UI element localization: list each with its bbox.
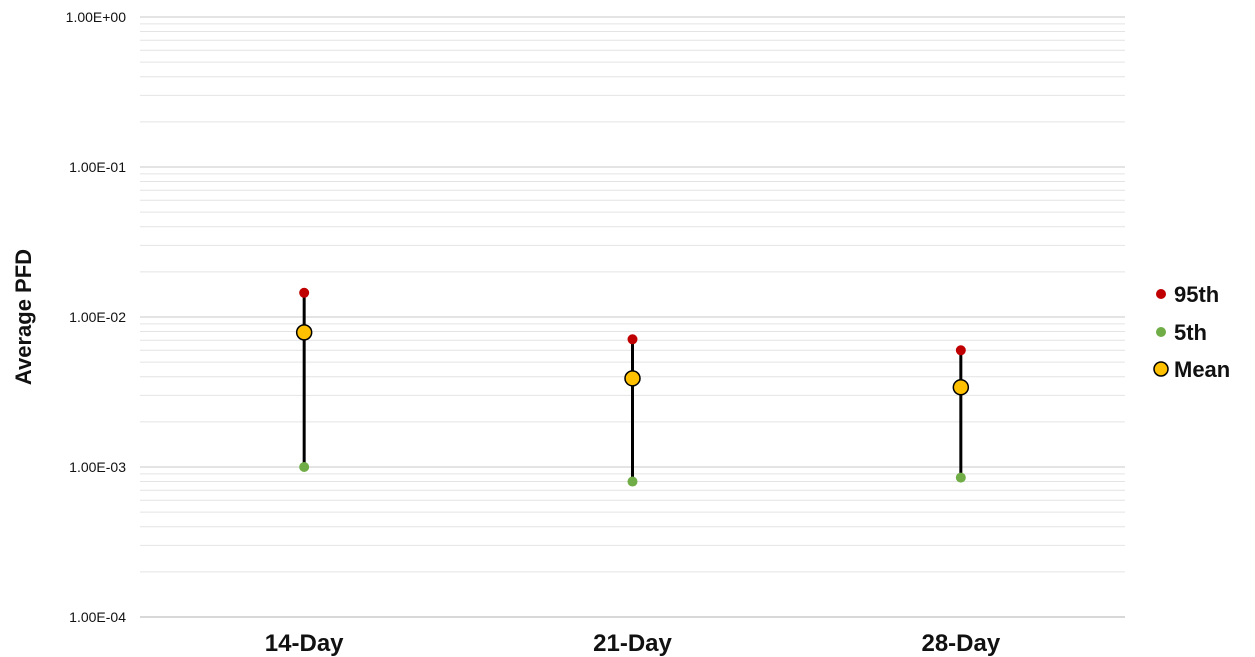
marker-95th [299, 287, 310, 298]
y-tick-label: 1.00E+00 [66, 9, 127, 25]
x-category-label: 21-Day [593, 630, 672, 657]
x-category-label: 14-Day [265, 630, 344, 657]
data-markers [295, 287, 970, 487]
y-tick-label: 1.00E-04 [69, 609, 126, 625]
legend-label-mean: Mean [1174, 357, 1230, 382]
y-axis-ticks: 1.00E+00 1.00E-01 1.00E-02 1.00E-03 1.00E-04 [66, 9, 127, 625]
range-lines [302, 292, 963, 482]
marker-mean [295, 324, 313, 341]
legend-label-95th: 95th [1174, 282, 1219, 307]
marker-5th [627, 476, 638, 487]
y-tick-label: 1.00E-02 [69, 309, 126, 325]
legend-marker-95th [1156, 289, 1166, 299]
marker-mean [624, 370, 641, 387]
marker-mean [952, 379, 970, 396]
x-category-label: 28-Day [921, 630, 1000, 657]
legend-marker-5th [1156, 327, 1166, 337]
y-tick-label: 1.00E-03 [69, 459, 126, 475]
marker-95th [627, 334, 638, 345]
legend-marker-mean [1153, 361, 1169, 377]
marker-5th [299, 462, 310, 472]
legend: 95th 5th Mean [1153, 282, 1230, 382]
x-axis-category-labels: 14-Day 21-Day 28-Day [265, 630, 1001, 657]
marker-95th [955, 345, 966, 356]
y-tick-label: 1.00E-01 [69, 159, 126, 175]
grid-lines [140, 16, 1125, 618]
y-axis-title: Average PFD [11, 249, 36, 385]
marker-5th [955, 472, 966, 483]
legend-label-5th: 5th [1174, 320, 1207, 345]
